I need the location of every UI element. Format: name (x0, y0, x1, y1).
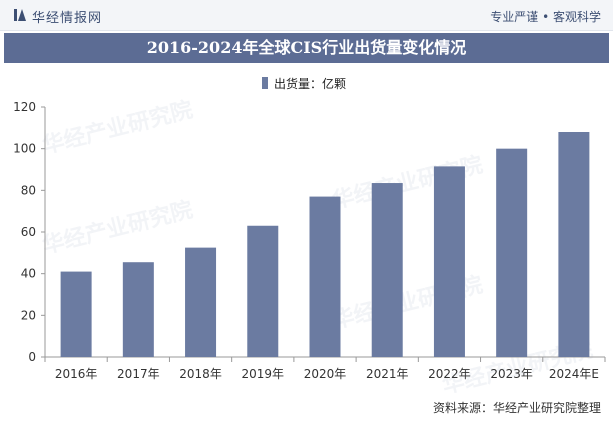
bar (371, 183, 403, 357)
x-tick-label: 2019年 (242, 367, 285, 381)
bar (558, 132, 590, 357)
y-tick-label: 60 (21, 225, 36, 239)
y-tick-label: 120 (13, 100, 36, 114)
x-tick-label: 2021年 (366, 367, 409, 381)
y-tick-label: 0 (28, 350, 36, 364)
x-tick-label: 2016年 (55, 367, 98, 381)
bar (122, 262, 154, 357)
header-bar: 华经情报网 专业严谨 • 客观科学 (0, 0, 613, 31)
y-tick-label: 80 (21, 183, 36, 197)
logo-text: 华经情报网 (32, 11, 103, 26)
chart-title: 2016-2024年全球CIS行业出货量变化情况 (146, 38, 467, 57)
bar (247, 225, 279, 357)
y-tick-label: 100 (13, 142, 36, 156)
logo-icon (14, 9, 26, 21)
bar (496, 148, 528, 357)
x-tick-label: 2017年 (117, 367, 160, 381)
x-tick-label: 2022年 (428, 367, 471, 381)
y-tick-label: 20 (21, 308, 36, 322)
legend-swatch (262, 77, 268, 89)
header-slogan: 专业严谨 • 客观科学 (490, 10, 601, 24)
bar (309, 196, 341, 357)
bar (60, 271, 92, 357)
x-tick-label: 2024年E (549, 367, 599, 381)
chart-legend: 出货量：亿颗 (262, 74, 346, 92)
x-tick-label: 2023年 (490, 367, 533, 381)
x-tick-label: 2018年 (179, 367, 222, 381)
x-tick-label: 2020年 (304, 367, 347, 381)
bar (185, 247, 217, 357)
y-tick-label: 40 (21, 267, 36, 281)
title-band: 2016-2024年全球CIS行业出货量变化情况 (4, 33, 609, 63)
legend-label: 出货量：亿颗 (274, 76, 347, 91)
source-note: 资料来源：华经产业研究院整理 (432, 401, 601, 415)
bar (433, 166, 465, 357)
